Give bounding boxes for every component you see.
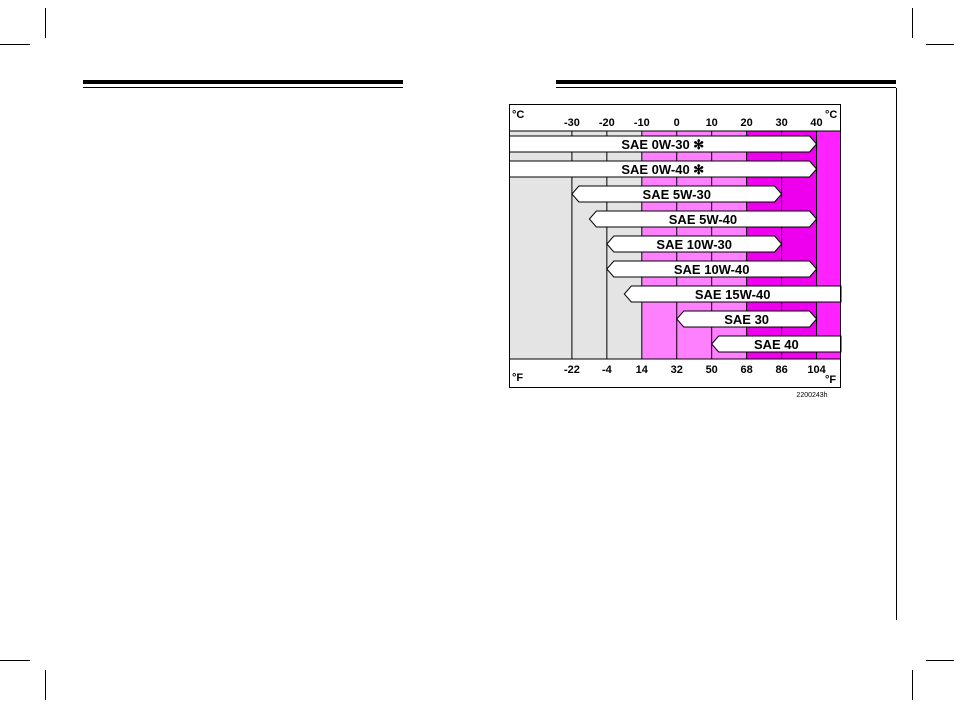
crop-mark bbox=[0, 660, 30, 661]
viscosity-grade-label: SAE 5W-30 bbox=[643, 187, 711, 202]
viscosity-grade-label: SAE 10W-40 bbox=[674, 262, 750, 277]
viscosity-range-bar bbox=[509, 135, 818, 153]
celsius-tick-label: -30 bbox=[564, 117, 580, 129]
fahrenheit-tick-label: 68 bbox=[741, 364, 753, 376]
fahrenheit-tick-label: 14 bbox=[636, 364, 649, 376]
temperature-band bbox=[816, 131, 841, 359]
viscosity-range-bar bbox=[571, 185, 783, 203]
fahrenheit-unit-left: °F bbox=[512, 372, 523, 384]
crop-mark bbox=[45, 670, 46, 700]
viscosity-grade-label: SAE 10W-30 bbox=[656, 237, 732, 252]
celsius-tick-label: -10 bbox=[634, 117, 650, 129]
fahrenheit-tick-label: -4 bbox=[602, 364, 613, 376]
crop-mark bbox=[912, 670, 913, 700]
viscosity-grade-label: SAE 0W-30 ✻ bbox=[621, 137, 704, 152]
celsius-tick-label: 30 bbox=[775, 117, 787, 129]
viscosity-range-bar bbox=[509, 160, 818, 178]
fahrenheit-unit-right: °F bbox=[825, 374, 836, 386]
viscosity-grade-label: SAE 40 bbox=[754, 337, 799, 352]
viscosity-range-bar bbox=[623, 285, 842, 303]
fahrenheit-tick-label: 50 bbox=[706, 364, 718, 376]
header-rule-right-thin bbox=[556, 87, 896, 88]
viscosity-range-bar bbox=[676, 310, 818, 328]
page-edge-line bbox=[896, 88, 897, 620]
celsius-tick-label: -20 bbox=[599, 117, 615, 129]
figure-code: 2200243h bbox=[796, 392, 827, 399]
axis-labels: °C °C °F °F bbox=[512, 109, 837, 386]
fahrenheit-tick-label: 104 bbox=[807, 364, 826, 376]
celsius-tick-label: 20 bbox=[741, 117, 753, 129]
viscosity-grade-label: SAE 15W-40 bbox=[695, 287, 771, 302]
viscosity-range-bar bbox=[606, 260, 818, 278]
crop-mark bbox=[0, 44, 30, 45]
celsius-unit-right: °C bbox=[825, 109, 837, 121]
viscosity-range-bar bbox=[588, 210, 818, 228]
celsius-tick-label: 0 bbox=[674, 117, 680, 129]
header-rule-right bbox=[556, 80, 896, 84]
oil-viscosity-chart: -30 -22 -20 -4 -10 14 0 32 10 50 20 68 30 86 40 104 SAE… bbox=[509, 104, 842, 399]
viscosity-range-bar bbox=[711, 335, 842, 353]
fahrenheit-tick-label: -22 bbox=[564, 364, 580, 376]
viscosity-grade-label: SAE 30 bbox=[724, 312, 769, 327]
viscosity-range-bar bbox=[606, 235, 783, 253]
celsius-tick-label: 40 bbox=[810, 117, 822, 129]
celsius-unit-left: °C bbox=[512, 109, 524, 121]
crop-mark bbox=[926, 660, 954, 661]
celsius-tick-label: 10 bbox=[706, 117, 718, 129]
fahrenheit-tick-label: 32 bbox=[671, 364, 683, 376]
crop-mark bbox=[45, 8, 46, 38]
viscosity-grade-label: SAE 5W-40 bbox=[669, 212, 737, 227]
chart-frame bbox=[509, 104, 841, 388]
viscosity-bars: SAE 0W-30 ✻ SAE 0W-40 ✻ SAE 5W-30 SAE 5W-40… bbox=[509, 135, 842, 353]
viscosity-grade-label: SAE 0W-40 ✻ bbox=[621, 162, 704, 177]
crop-mark bbox=[926, 44, 954, 45]
crop-mark bbox=[912, 8, 913, 38]
header-rule-left bbox=[83, 80, 403, 84]
header-rule-left-thin bbox=[83, 87, 403, 88]
fahrenheit-tick-label: 86 bbox=[775, 364, 787, 376]
